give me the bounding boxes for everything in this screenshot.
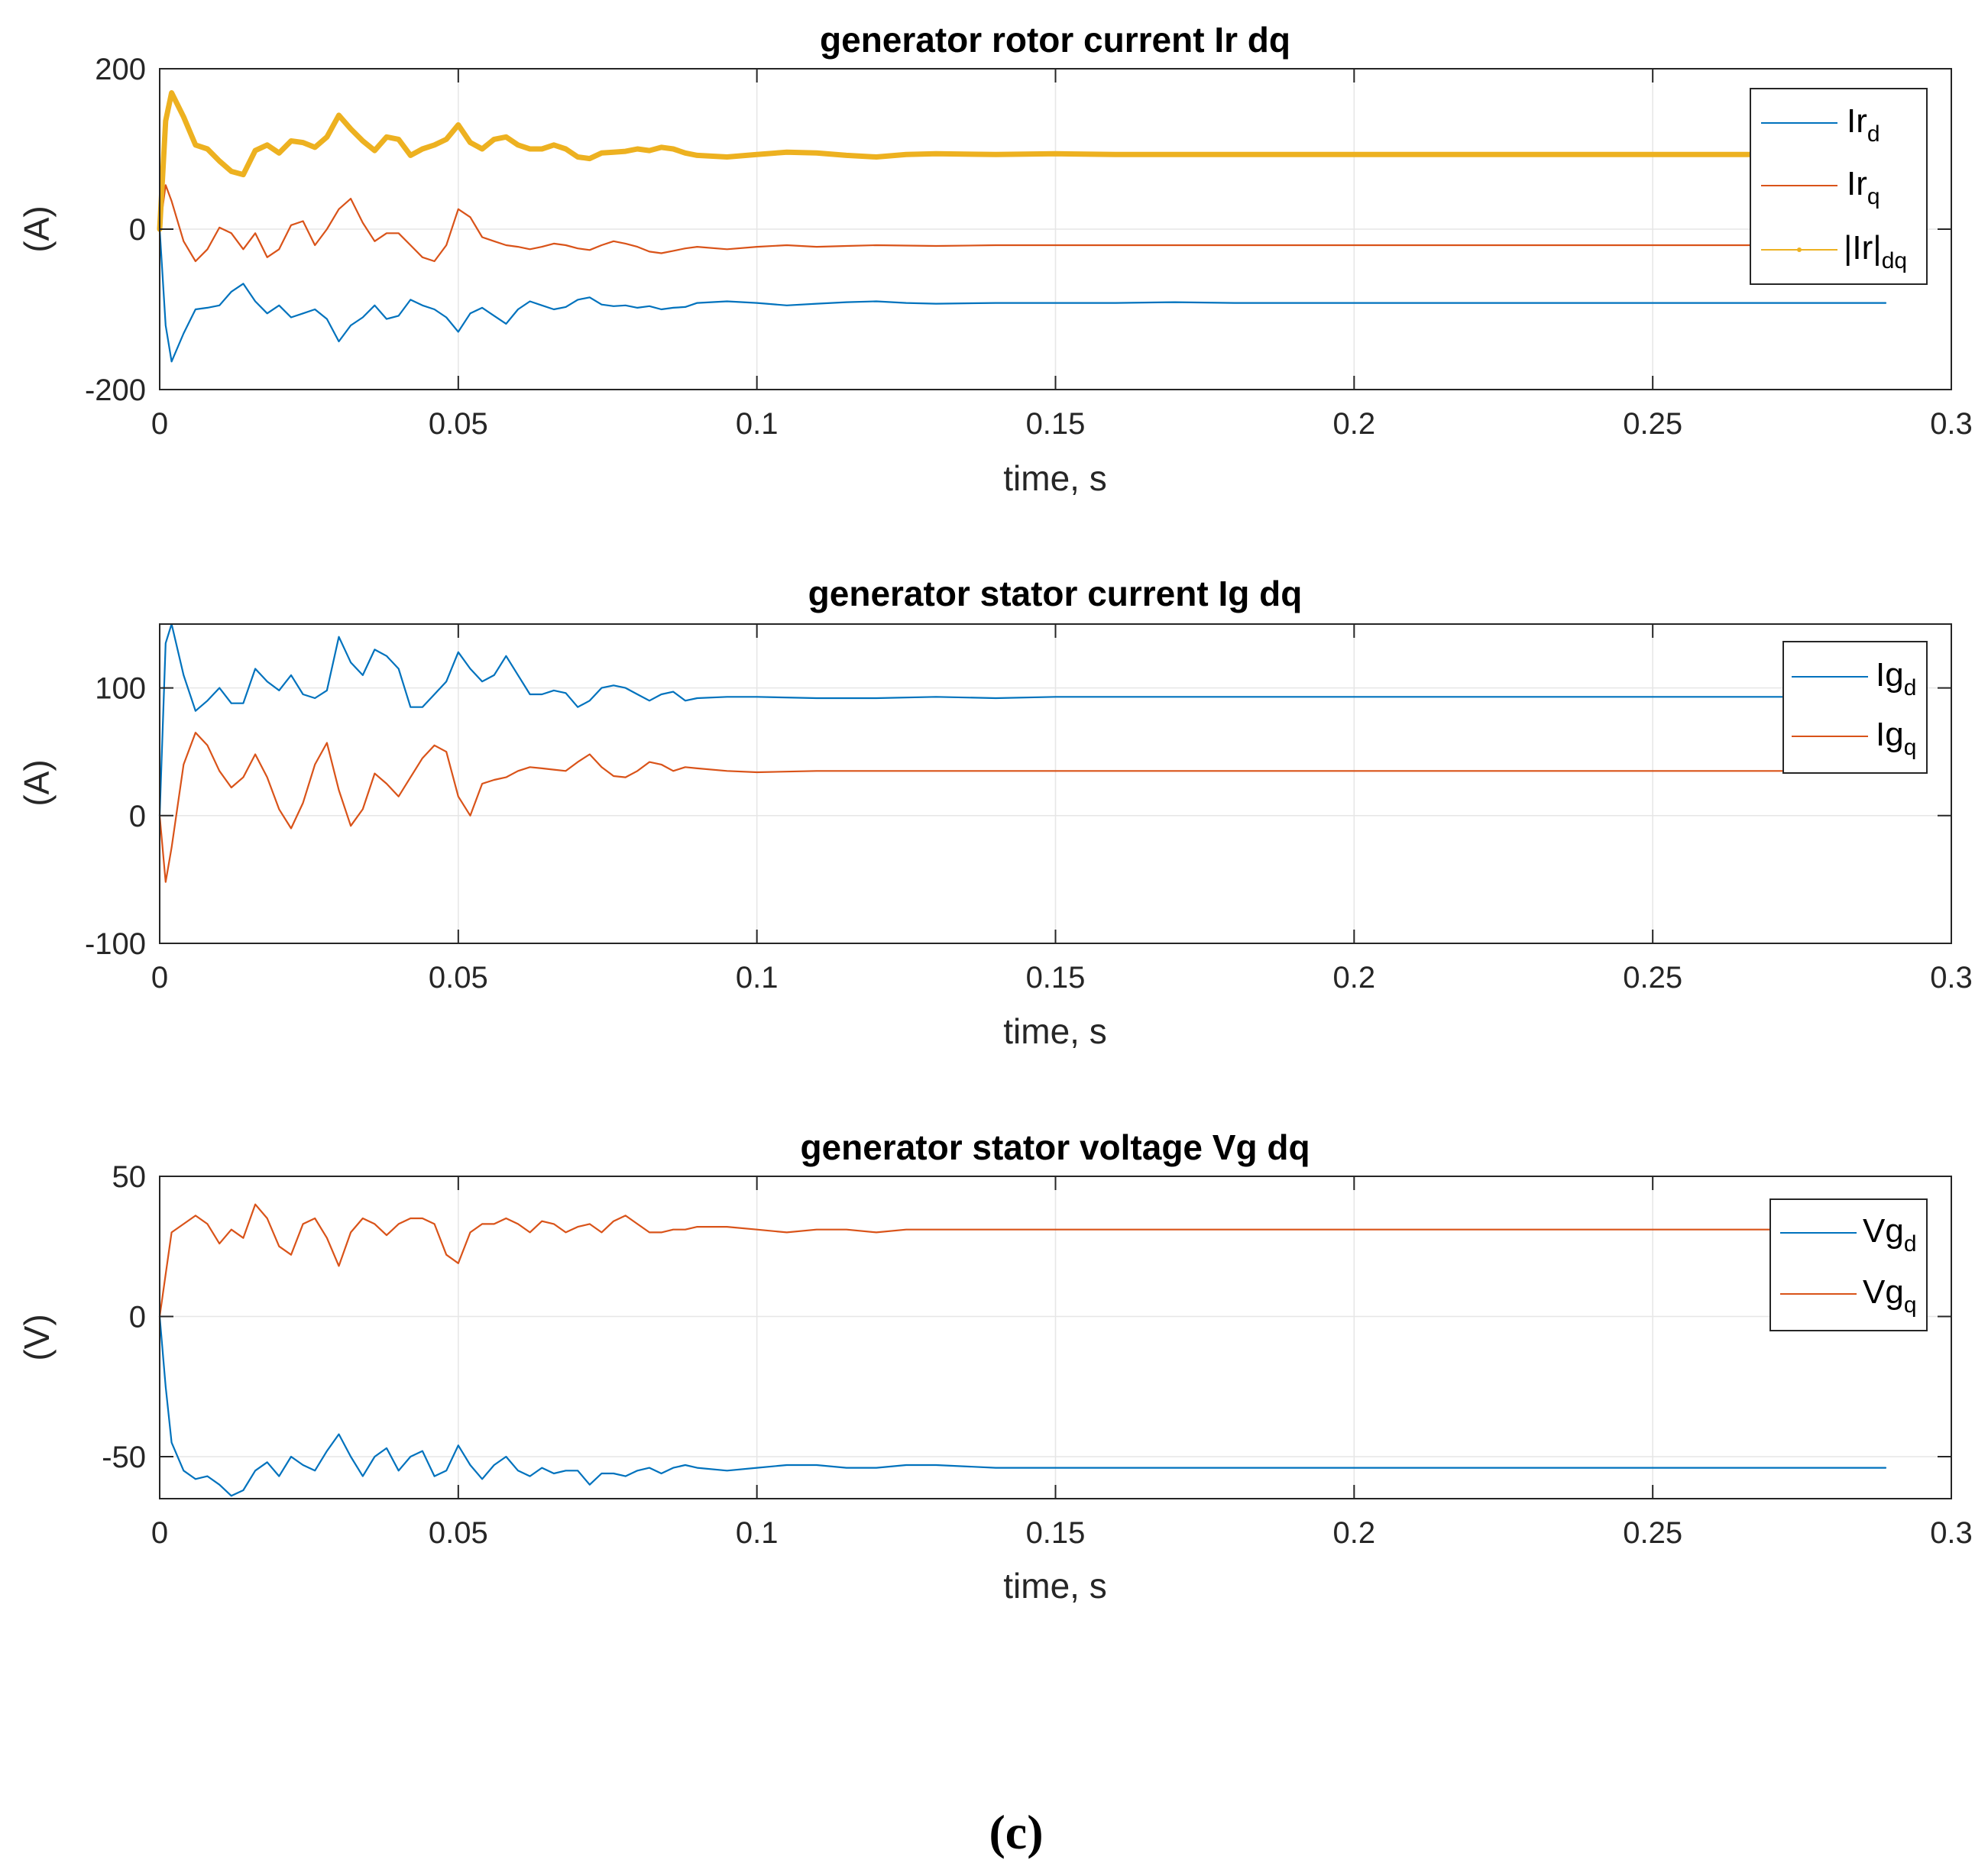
x-tick-label: 0.1: [736, 407, 779, 441]
figure-caption: (c): [989, 1805, 1043, 1859]
series-layer: [157, 90, 1889, 363]
chart-title: generator rotor current Ir dq: [820, 20, 1290, 60]
x-tick-label: 0: [151, 1516, 168, 1550]
legend-entry-vg-d: Vgd: [1780, 1212, 1917, 1257]
x-tick-label: 0.05: [429, 961, 488, 995]
legend-box: [1782, 641, 1928, 774]
series-line-ir-q: [158, 184, 1887, 263]
x-tick-label: 0: [151, 961, 168, 995]
chart-title: generator stator current Ig dq: [808, 574, 1303, 613]
x-axis-label: time, s: [1003, 1011, 1106, 1051]
series-layer: [158, 623, 1887, 883]
legend: Vgd Vgq: [1769, 1198, 1928, 1331]
legend-marker: [1797, 247, 1802, 252]
legend: Igd Igq: [1782, 641, 1928, 774]
y-axis-label: (A): [17, 759, 57, 806]
legend-label: Vgq: [1863, 1273, 1917, 1318]
y-tick-label: -200: [85, 374, 146, 407]
ticks: 0 0.05 0.1 0.15 0.2 0.25 0.3 -50 0 50: [102, 1160, 1973, 1550]
x-tick-label: 0.25: [1623, 1516, 1682, 1550]
legend-label: Irq: [1847, 165, 1880, 209]
x-tick-label: 0.2: [1333, 961, 1376, 995]
x-tick-label: 0.25: [1623, 961, 1682, 995]
x-tick-label: 0.3: [1930, 407, 1973, 441]
legend-entry-ir-q: Irq: [1761, 165, 1880, 209]
y-axis-label: (A): [17, 205, 57, 252]
legend-label: Igq: [1876, 716, 1916, 760]
series-line-ir-d: [158, 228, 1887, 363]
subplot-stator-voltage: 0 0.05 0.1 0.15 0.2 0.25 0.3 -50 0 50 generator s…: [17, 1127, 1973, 1606]
x-tick-label: 0.15: [1026, 407, 1086, 441]
legend-entry-ir-d: Ird: [1761, 102, 1880, 147]
legend-entry-ig-q: Igq: [1792, 716, 1916, 760]
series-line-vg-d: [158, 1315, 1887, 1497]
x-axis-label: time, s: [1003, 1566, 1106, 1606]
legend-label: |Ir|dq: [1844, 229, 1907, 273]
y-tick-label: -100: [85, 927, 146, 961]
x-tick-label: 0: [151, 407, 168, 441]
y-tick-label: 100: [95, 672, 146, 706]
y-tick-label: -50: [102, 1441, 146, 1474]
series-line-magirmag-dq: [157, 90, 1889, 232]
legend-label: Ird: [1847, 102, 1880, 147]
legend-entry-ig-d: Igd: [1792, 656, 1916, 700]
y-axis-label: (V): [17, 1314, 57, 1360]
legend-box: [1769, 1198, 1928, 1331]
x-tick-label: 0.15: [1026, 961, 1086, 995]
y-tick-label: 50: [112, 1160, 147, 1194]
y-tick-label: 0: [129, 800, 146, 833]
legend-label: Igd: [1876, 656, 1916, 700]
x-tick-label: 0.2: [1333, 1516, 1376, 1550]
y-tick-label: 0: [129, 1300, 146, 1334]
x-tick-label: 0.05: [429, 1516, 488, 1550]
legend-entry-ir-magnitude: |Ir|dq: [1761, 229, 1907, 273]
chart-title: generator stator voltage Vg dq: [800, 1127, 1310, 1167]
y-tick-label: 200: [95, 53, 146, 86]
legend: Ird Irq |Ir|dq: [1750, 88, 1928, 285]
series-layer: [158, 1203, 1887, 1497]
x-tick-label: 0.1: [736, 961, 779, 995]
series-line-vg-q: [158, 1203, 1887, 1318]
x-axis-label: time, s: [1003, 458, 1106, 498]
x-tick-label: 0.3: [1930, 961, 1973, 995]
series-line-ig-d: [158, 623, 1887, 817]
x-tick-label: 0.15: [1026, 1516, 1086, 1550]
x-tick-label: 0.3: [1930, 1516, 1973, 1550]
x-tick-label: 0.1: [736, 1516, 779, 1550]
x-tick-label: 0.05: [429, 407, 488, 441]
y-tick-label: 0: [129, 213, 146, 247]
legend-label: Vgd: [1863, 1212, 1917, 1257]
series-line-ig-q: [158, 731, 1887, 883]
x-tick-label: 0.25: [1623, 407, 1682, 441]
x-tick-label: 0.2: [1333, 407, 1376, 441]
legend-entry-vg-q: Vgq: [1780, 1273, 1917, 1318]
